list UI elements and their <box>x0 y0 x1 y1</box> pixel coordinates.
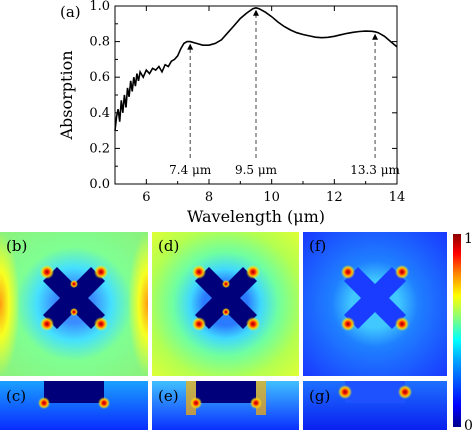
y-tick-label: 0.2 <box>89 141 110 156</box>
cross-shape-d <box>195 267 257 329</box>
colorbar-gradient <box>453 234 461 427</box>
y-tick-label: 0.6 <box>89 70 110 85</box>
field-map-b: (b) <box>0 232 148 376</box>
panel-label-d: (d) <box>158 237 179 255</box>
panel-label-a: (a) <box>60 3 81 21</box>
x-tick-label: 10 <box>263 190 280 205</box>
x-tick-label: 12 <box>326 190 343 205</box>
y-tick-label: 0.4 <box>89 106 110 121</box>
hot-spots-f <box>341 265 409 331</box>
y-tick-label: 1.0 <box>89 0 110 14</box>
absorption-curve <box>114 6 398 131</box>
annotation-label: 7.4 μm <box>169 163 212 177</box>
field-maps: (b) (d) (f) <box>0 232 447 430</box>
x-tick-label: 8 <box>205 190 213 205</box>
field-map-d: (d) <box>152 232 299 376</box>
x-tick-label: 6 <box>142 190 150 205</box>
x-axis-label: Wavelength (μm) <box>187 207 325 226</box>
panel-label-b: (b) <box>6 237 27 255</box>
absorption-chart: 6 8 10 12 14 0.0 0.2 0.4 0.6 0.8 1.0 7.4 μm 9.5 μm 1… <box>57 0 405 226</box>
annotation-label: 9.5 μm <box>235 163 278 177</box>
panel-label-c: (c) <box>6 387 26 405</box>
colorbar-min-label: 0 <box>464 418 473 433</box>
hot-spots-d <box>192 265 260 331</box>
field-map-f: (f) <box>303 232 447 376</box>
field-map-e: (e) <box>152 381 299 430</box>
panel-label-g: (g) <box>309 387 330 405</box>
annotation-arrow <box>372 33 379 40</box>
annotation-arrow <box>187 43 194 50</box>
y-axis-label: Absorption <box>57 50 76 140</box>
x-tick-label: 14 <box>389 190 406 205</box>
field-map-g: (g) <box>303 381 447 430</box>
field-map-c: (c) <box>0 381 148 430</box>
annotation-label: 13.3 μm <box>350 163 400 177</box>
hot-spots-b <box>40 265 108 331</box>
cross-shape-f <box>344 267 406 329</box>
panel-label-e: (e) <box>158 387 179 405</box>
panel-label-f: (f) <box>309 237 326 255</box>
y-tick-label: 0.8 <box>89 35 110 50</box>
y-tick-label: 0.0 <box>89 177 110 192</box>
cross-shape-b <box>43 267 105 329</box>
annotation-arrow <box>253 9 259 16</box>
colorbar: 1 0 <box>453 231 473 433</box>
colorbar-max-label: 1 <box>464 231 473 247</box>
